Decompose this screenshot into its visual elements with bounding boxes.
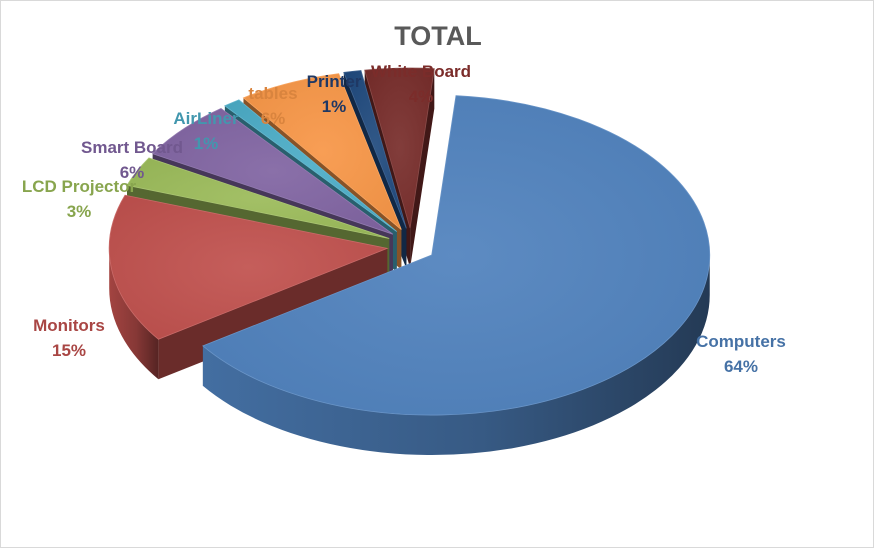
data-label-percent: 1%: [193, 134, 219, 153]
data-label-percent: 6%: [260, 109, 286, 128]
data-label-percent: 3%: [66, 202, 92, 221]
slice-outer-wall: [109, 248, 159, 380]
slice-outer-wall: [202, 255, 710, 456]
data-label-white-board: White Board 4%: [371, 59, 471, 109]
data-label-category: Printer: [306, 72, 362, 91]
slice-side-wall: [410, 68, 435, 269]
data-label-tables: tables 6%: [248, 81, 297, 131]
data-label-monitors: Monitors 15%: [33, 313, 105, 363]
slice-top: [224, 99, 398, 232]
slice-computers: [202, 95, 711, 456]
data-label-category: White Board: [370, 62, 472, 81]
data-label-printer: Printer 1%: [307, 69, 362, 119]
data-label-category: LCD Projector: [21, 177, 137, 196]
data-label-percent: 1%: [321, 97, 347, 116]
slice-top: [364, 67, 435, 229]
data-label-computers: Computers 64%: [696, 329, 786, 379]
slice-top: [202, 95, 711, 416]
data-label-category: Computers: [696, 332, 786, 351]
slice-top: [151, 107, 394, 235]
slice-top: [343, 70, 407, 229]
data-label-percent: 15%: [51, 341, 87, 360]
slice-top: [126, 157, 390, 239]
data-label-percent: 64%: [723, 357, 759, 376]
data-label-smart-board: Smart Board 6%: [81, 135, 183, 185]
data-label-percent: 6%: [119, 163, 145, 182]
data-label-airliner: AirLiner 1%: [173, 106, 238, 156]
data-label-percent: 4%: [408, 87, 434, 106]
slice-top: [242, 73, 402, 230]
chart-title: TOTAL: [394, 21, 482, 51]
data-label-category: AirLiner: [173, 109, 239, 128]
data-label-lcd-projector: LCD Projector 3%: [22, 174, 136, 224]
data-label-category: tables: [248, 84, 298, 103]
data-label-category: Monitors: [33, 316, 105, 335]
slice-top: [108, 194, 389, 340]
data-label-category: Smart Board: [80, 138, 184, 157]
